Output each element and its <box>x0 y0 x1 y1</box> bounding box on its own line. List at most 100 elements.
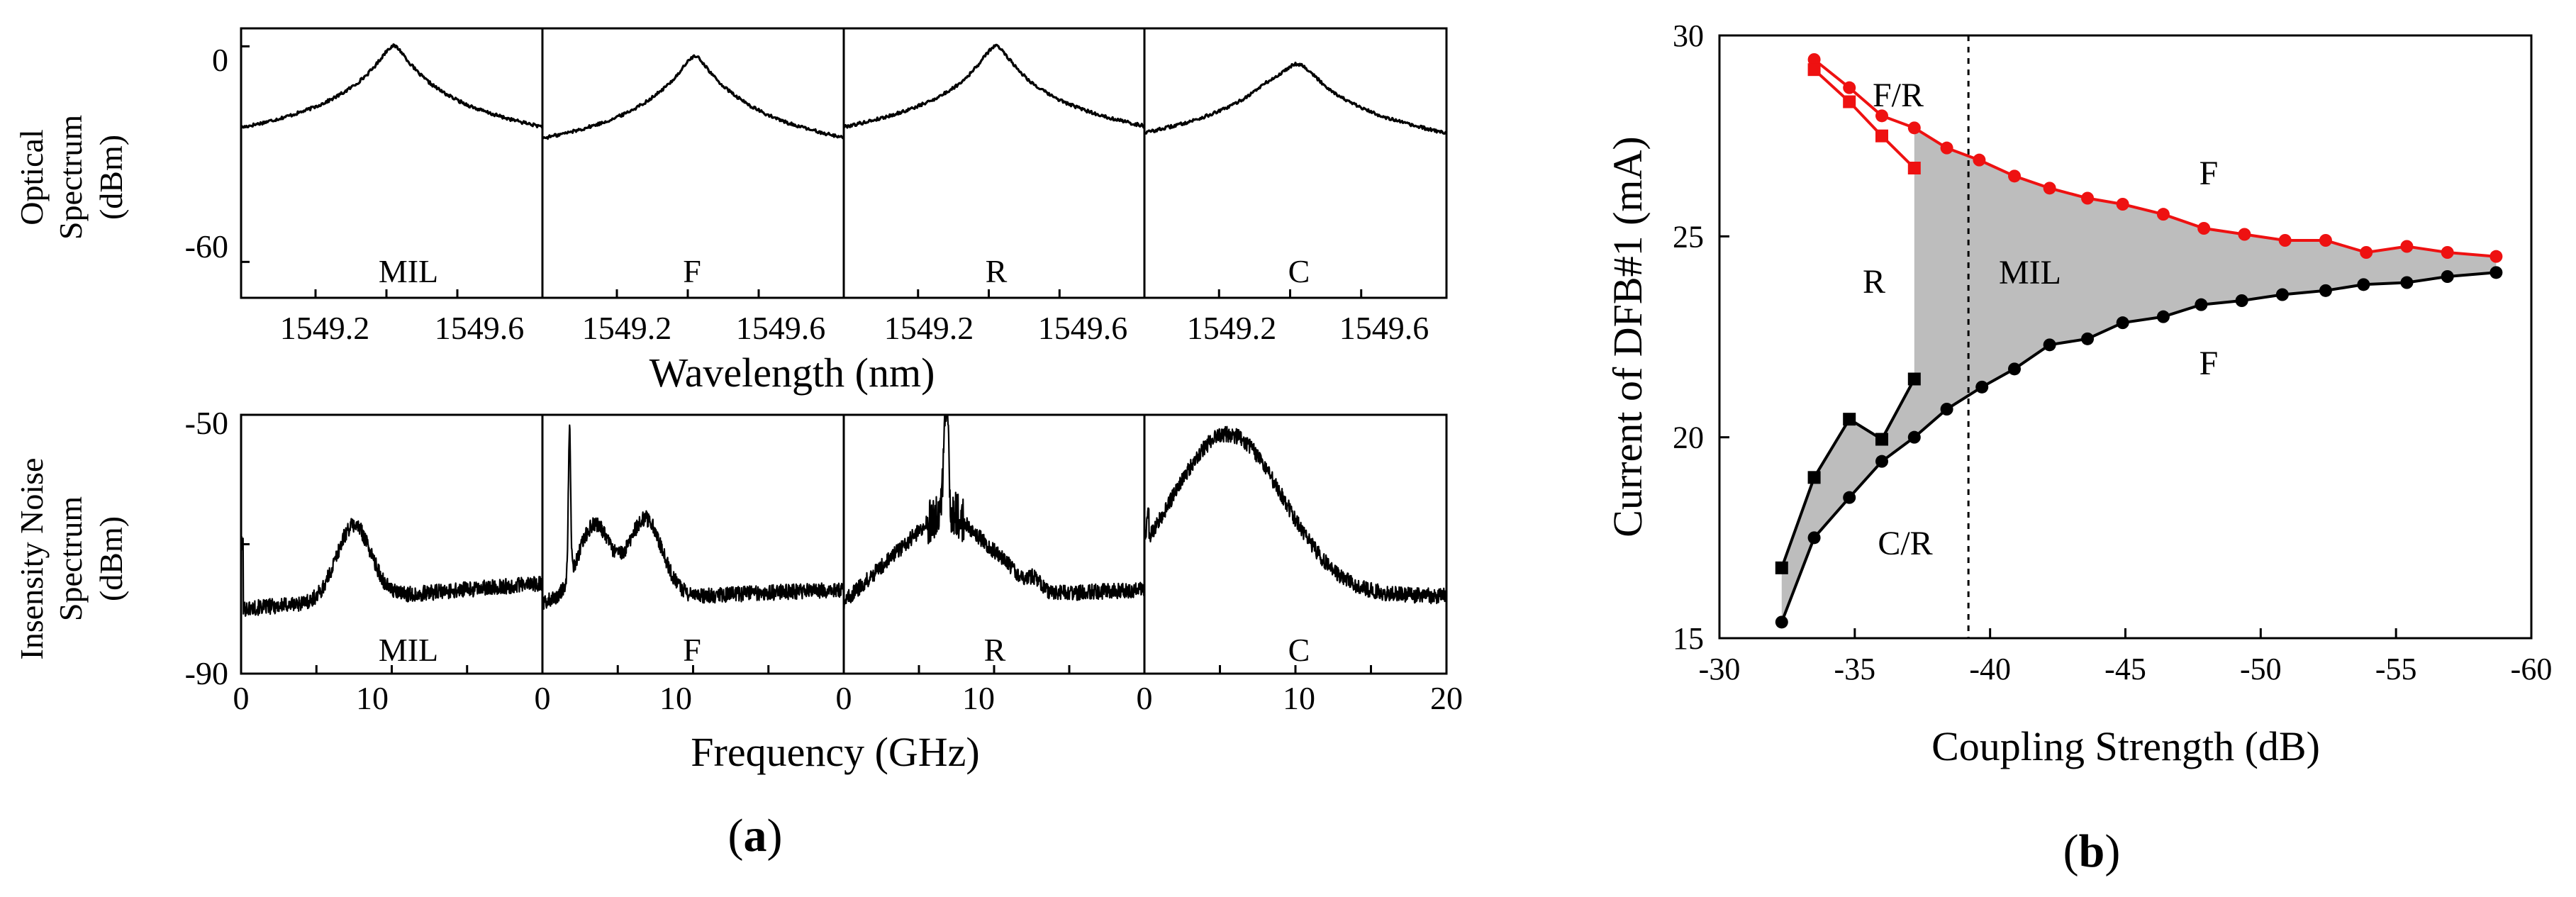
map-point-s1-18 <box>2441 246 2454 259</box>
map-point-s3-10 <box>2081 332 2095 345</box>
noise-ylabel-line-1: Insensity Noise <box>13 458 50 660</box>
map-x-tick-label-1: -30 <box>1699 652 1741 686</box>
optical-ylabel-line-1: Optical <box>13 129 50 225</box>
noise-mode-label-f: F <box>683 632 701 668</box>
map-point-s3-13 <box>2195 298 2208 311</box>
region-label-f-bottom: F <box>2199 345 2219 382</box>
map-point-s3-11 <box>2116 316 2129 330</box>
region-label-f-top: F <box>2199 155 2219 192</box>
panel-b-label: (b) <box>2063 825 2121 877</box>
map-point-s3-14 <box>2235 294 2248 307</box>
map-x-tick-label-4: -45 <box>2104 652 2146 686</box>
map-point-s1-2 <box>1843 81 1856 94</box>
noise-xtick-8: 10 <box>1283 680 1315 716</box>
map-point-s1-12 <box>2197 222 2211 235</box>
map-point-s1-4 <box>1907 121 1921 135</box>
map-x-tick-label-7: -60 <box>2511 652 2553 686</box>
noise-xtick-5: 0 <box>836 680 852 716</box>
region-label-fr: F/R <box>1873 77 1924 114</box>
optical-mode-label-c: C <box>1288 253 1310 289</box>
map-point-s1-11 <box>2156 208 2170 221</box>
map-point-s3-17 <box>2357 278 2370 291</box>
map-point-s1-17 <box>2400 240 2414 253</box>
map-point-s1-1 <box>1807 53 1821 66</box>
optical-subplot-frame-4 <box>1143 27 1448 299</box>
region-label-mil: MIL <box>1999 254 2061 291</box>
map-point-s3-8 <box>2008 362 2022 376</box>
map-point-s2-3 <box>1875 129 1888 143</box>
map-plot-frame <box>1718 34 2533 640</box>
map-x-tick-label-6: -55 <box>2375 652 2417 686</box>
panel-a-label: (a) <box>728 810 783 862</box>
map-point-s1-16 <box>2360 246 2373 259</box>
noise-xtick-9: 20 <box>1430 680 1463 716</box>
map-point-s3-12 <box>2156 310 2170 323</box>
map-series <box>1775 53 2503 629</box>
optical-trace-c <box>1144 61 1448 135</box>
map-point-s3-19 <box>2441 270 2454 283</box>
optical-mode-label-r: R <box>986 253 1008 289</box>
optical-xtick-8: 1549.6 <box>1339 310 1429 346</box>
map-point-s1-6 <box>1973 153 1986 167</box>
noise-traces <box>240 413 1448 617</box>
noise-trace-r <box>842 413 1146 610</box>
noise-trace-c <box>1143 425 1448 605</box>
map-point-s1-15 <box>2319 234 2332 247</box>
map-x-tick-label-2: -35 <box>1834 652 1876 686</box>
map-y-axis-label: Current of DFB#1 (mA) <box>1605 136 1651 537</box>
optical-ytick-neg60: -60 <box>185 228 228 264</box>
noise-xtick-6: 10 <box>962 680 995 716</box>
map-point-s1-10 <box>2116 198 2129 211</box>
noise-xtick-3: 0 <box>535 680 551 716</box>
map-point-s1-13 <box>2238 228 2251 241</box>
optical-xtick-1: 1549.2 <box>280 310 370 346</box>
noise-ylabel-line-2: Spectrum <box>52 496 89 622</box>
map-point-s4-1 <box>1775 561 1788 574</box>
map-point-s1-8 <box>2043 182 2056 195</box>
optical-trace-mil <box>240 43 544 129</box>
optical-x-tick-labels: 1549.2 1549.6 1549.2 1549.6 1549.2 1549.… <box>280 310 1429 346</box>
noise-ylabel-line-3: (dBm) <box>93 516 129 601</box>
map-y-tick-label-4: 30 <box>1673 18 1704 53</box>
map-point-s1-9 <box>2081 191 2095 205</box>
region-label-r: R <box>1863 263 1885 301</box>
noise-ytick-neg90: -90 <box>185 655 228 691</box>
noise-trace-mil <box>240 518 544 617</box>
noise-ytick-neg50: -50 <box>185 405 228 441</box>
map-axis-ticks: -30 -35 -40 -45 -50 -55 -60 15 20 25 30 <box>1673 18 2552 686</box>
map-point-s2-2 <box>1843 95 1856 108</box>
noise-y-label: Insensity Noise Spectrum (dBm) <box>13 458 129 660</box>
optical-xtick-2: 1549.6 <box>435 310 525 346</box>
map-point-s2-1 <box>1807 63 1821 77</box>
map-point-s1-7 <box>2008 169 2022 183</box>
optical-xtick-4: 1549.6 <box>736 310 826 346</box>
optical-mode-label-mil: MIL <box>379 253 438 289</box>
map-point-s4-3 <box>1843 413 1856 426</box>
map-point-s1-3 <box>1875 109 1888 123</box>
mil-region-shading <box>1781 128 2497 623</box>
map-point-s1-5 <box>1940 141 1953 155</box>
optical-xtick-6: 1549.6 <box>1038 310 1128 346</box>
map-point-s3-3 <box>1843 491 1856 504</box>
map-y-tick-label-2: 20 <box>1673 420 1704 455</box>
map-point-s3-7 <box>1975 380 1989 394</box>
noise-mode-label-r: R <box>984 632 1006 668</box>
map-point-s3-18 <box>2400 276 2414 289</box>
optical-traces <box>240 43 1448 140</box>
map-point-s3-16 <box>2319 284 2332 297</box>
map-point-s1-19 <box>2489 250 2503 263</box>
map-point-s3-9 <box>2043 338 2056 352</box>
map-point-s3-5 <box>1907 430 1921 444</box>
map-point-s3-1 <box>1775 615 1788 629</box>
optical-x-axis-label: Wavelength (nm) <box>649 350 935 396</box>
noise-x-axis-label: Frequency (GHz) <box>691 729 979 775</box>
optical-trace-f <box>541 54 845 140</box>
optical-xtick-5: 1549.2 <box>884 310 974 346</box>
optical-ytick-0: 0 <box>212 42 228 78</box>
optical-ylabel-line-3: (dBm) <box>93 135 129 220</box>
noise-mode-label-c: C <box>1288 632 1310 668</box>
optical-xtick-7: 1549.2 <box>1187 310 1277 346</box>
optical-y-label: Optical Spectrum (dBm) <box>13 115 129 240</box>
map-point-s3-20 <box>2489 266 2503 279</box>
